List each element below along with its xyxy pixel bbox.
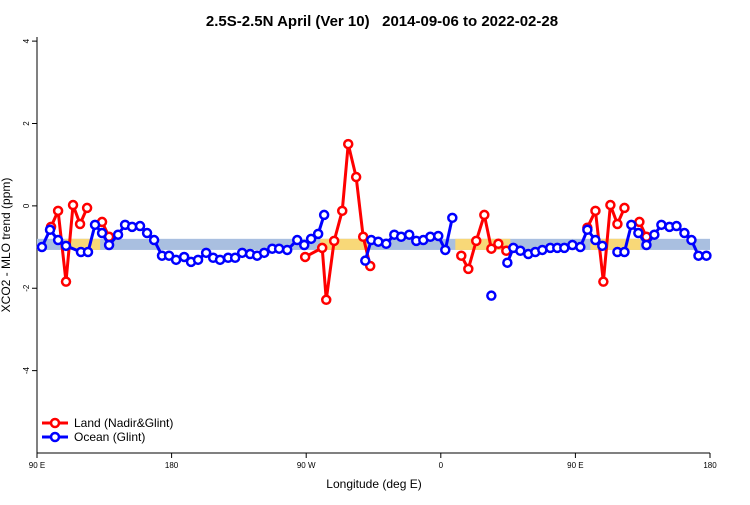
data-point	[258, 247, 270, 259]
x-tick-label: 180	[703, 461, 717, 470]
data-point	[486, 290, 497, 301]
data-point	[679, 227, 690, 239]
data-point	[493, 238, 504, 250]
data-point	[170, 254, 182, 266]
data-point	[342, 138, 354, 150]
data-point	[626, 219, 637, 231]
data-point	[656, 219, 667, 231]
data-point	[598, 276, 609, 287]
data-point	[633, 227, 644, 239]
data-point	[318, 209, 330, 221]
y-tick-label: -2	[22, 284, 31, 292]
data-point	[52, 234, 64, 246]
data-point	[214, 254, 226, 266]
data-point	[597, 240, 608, 252]
data-point	[316, 242, 328, 254]
y-tick-label: 0	[22, 203, 31, 208]
data-point	[192, 254, 204, 266]
data-point	[200, 247, 212, 259]
y-axis-label: XCO2 - MLO trend (ppm)	[0, 178, 13, 313]
data-point	[380, 238, 392, 250]
data-point	[60, 276, 72, 287]
data-point	[141, 227, 153, 239]
legend-marker	[49, 431, 61, 443]
data-point	[44, 224, 56, 236]
reference-band	[455, 238, 511, 250]
data-point	[74, 218, 86, 230]
legend-label: Ocean (Glint)	[74, 430, 145, 444]
x-tick-label: 90 E	[567, 461, 583, 470]
data-point	[479, 209, 490, 221]
data-point	[447, 212, 458, 224]
data-point	[605, 199, 616, 211]
x-tick-label: 90 E	[29, 461, 45, 470]
data-point	[273, 243, 285, 254]
y-tick-label: 2	[22, 121, 31, 126]
data-point	[357, 231, 369, 243]
data-point	[299, 251, 311, 263]
data-point	[456, 250, 467, 261]
data-point	[103, 239, 115, 251]
reference-band	[590, 238, 641, 250]
data-point	[403, 229, 415, 240]
data-point	[229, 252, 241, 264]
data-point	[502, 257, 513, 268]
x-tick-label: 180	[165, 461, 179, 470]
data-point	[336, 205, 348, 217]
data-point	[686, 234, 697, 246]
data-point	[590, 205, 601, 217]
data-point	[134, 220, 146, 232]
chart-title: 2.5S-2.5N April (Ver 10) 2014-09-06 to 2…	[206, 13, 558, 30]
data-point	[178, 251, 190, 263]
legend-label: Land (Nadir&Glint)	[74, 416, 173, 430]
reference-band	[320, 238, 371, 250]
data-point	[619, 202, 630, 214]
data-point	[470, 235, 482, 247]
x-tick-label: 90 W	[297, 461, 316, 470]
data-point	[312, 228, 324, 240]
x-tick-label: 0	[439, 461, 444, 470]
data-point	[701, 250, 712, 261]
data-point	[395, 231, 407, 243]
data-point	[671, 220, 682, 232]
data-point	[89, 219, 101, 231]
data-point	[320, 294, 332, 306]
data-point	[281, 244, 293, 256]
data-point	[291, 234, 303, 246]
data-point	[82, 246, 94, 258]
data-point	[433, 230, 444, 242]
data-point	[328, 235, 340, 247]
data-point	[67, 199, 79, 211]
data-point	[96, 227, 108, 239]
x-axis-label: Longitude (deg E)	[326, 477, 421, 491]
data-point	[641, 239, 652, 251]
data-point	[582, 224, 593, 236]
data-point	[148, 234, 160, 246]
legend-marker	[49, 417, 61, 429]
data-point	[360, 255, 371, 266]
data-point	[575, 241, 586, 253]
data-point	[236, 247, 248, 259]
data-point	[305, 233, 317, 245]
data-point	[440, 244, 451, 256]
data-point	[463, 263, 474, 275]
y-tick-label: -4	[22, 367, 31, 375]
reference-band	[64, 238, 101, 250]
data-point	[350, 171, 362, 183]
data-point	[634, 216, 645, 228]
data-point	[36, 241, 48, 253]
data-point	[612, 218, 623, 230]
data-point	[81, 202, 93, 214]
data-point	[60, 240, 72, 252]
data-point	[112, 229, 124, 240]
data-point	[619, 246, 630, 258]
y-tick-label: 4	[22, 38, 31, 43]
data-point	[559, 242, 570, 254]
data-point	[590, 234, 601, 246]
data-point	[649, 229, 660, 240]
data-point	[299, 239, 310, 251]
data-point	[486, 243, 497, 254]
data-point	[52, 205, 64, 217]
